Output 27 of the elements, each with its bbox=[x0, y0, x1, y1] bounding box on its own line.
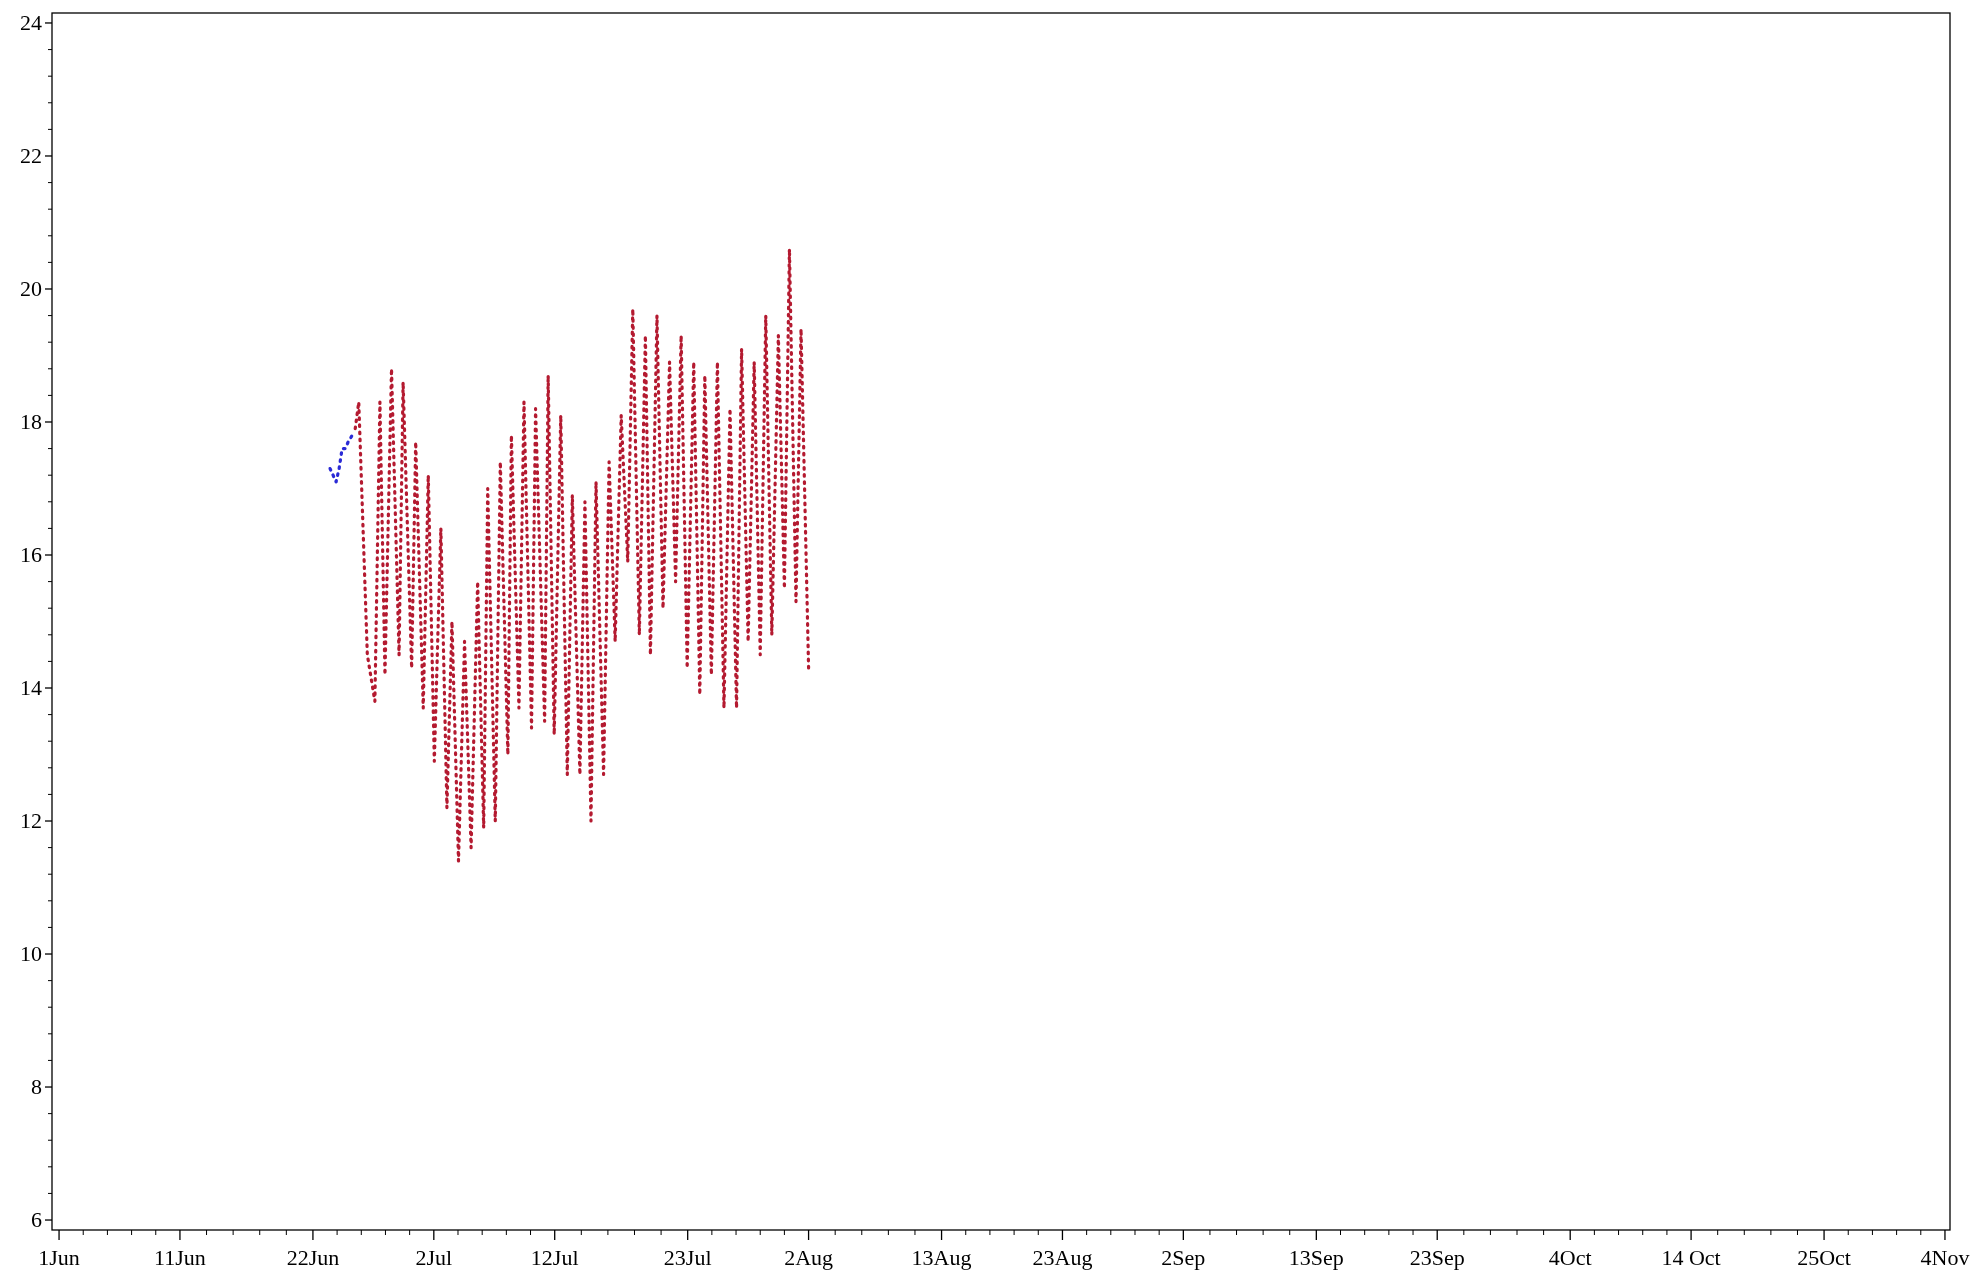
x-tick-label: 1Jun bbox=[38, 1245, 80, 1270]
x-tick-label: 12Jul bbox=[530, 1245, 579, 1270]
y-tick-label: 6 bbox=[31, 1207, 42, 1233]
x-tick-label: 23Sep bbox=[1409, 1245, 1465, 1270]
x-tick-label: 23Jul bbox=[663, 1245, 712, 1270]
x-tick-label: 25Oct bbox=[1797, 1245, 1851, 1270]
y-tick-label: 18 bbox=[20, 408, 42, 434]
x-tick-label: 2Jul bbox=[415, 1245, 453, 1270]
y-tick-label: 20 bbox=[20, 275, 42, 301]
x-tick-label: 23Aug bbox=[1032, 1245, 1093, 1270]
x-tick-label: 4Oct bbox=[1548, 1245, 1592, 1270]
y-tick-label: 8 bbox=[31, 1074, 42, 1100]
x-tick-label: 13Sep bbox=[1288, 1245, 1344, 1270]
y-tick-label: 12 bbox=[20, 808, 42, 834]
x-tick-label: 11Jun bbox=[154, 1245, 206, 1270]
y-tick-label: 10 bbox=[20, 941, 42, 967]
x-tick-label: 14 Oct bbox=[1661, 1245, 1721, 1270]
line-series bbox=[328, 433, 354, 484]
x-tick-label: 22Jun bbox=[286, 1245, 340, 1270]
x-tick-label: 4Nov bbox=[1920, 1245, 1970, 1270]
x-tick-label: 2Aug bbox=[784, 1245, 834, 1270]
x-tick-label: 2Sep bbox=[1161, 1245, 1206, 1270]
y-tick-label: 16 bbox=[20, 542, 42, 567]
y-tick-label: 14 bbox=[20, 675, 42, 700]
x-tick-label: 13Aug bbox=[911, 1245, 972, 1270]
y-tick-label: 22 bbox=[20, 142, 42, 168]
y-tick-label: 24 bbox=[20, 9, 42, 35]
